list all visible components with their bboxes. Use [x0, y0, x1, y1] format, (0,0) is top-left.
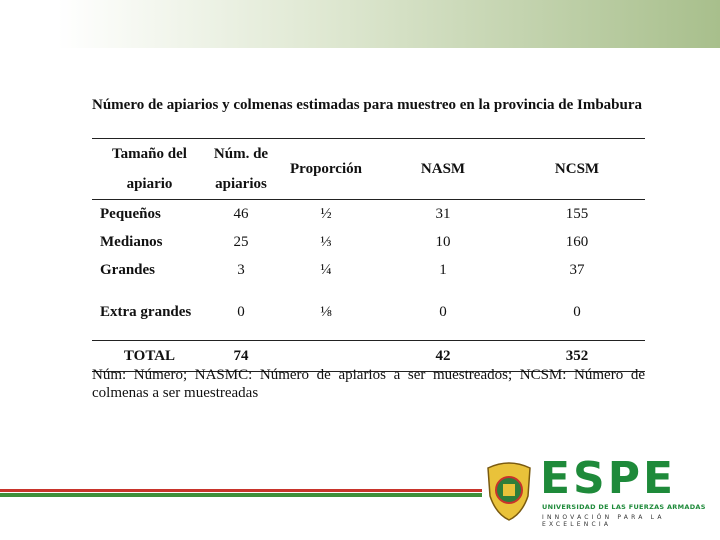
table-cell: Medianos: [100, 234, 163, 250]
table-cell: 0: [237, 304, 245, 320]
header-cell: Tamaño del apiario: [112, 146, 187, 192]
header-cell: NCSM: [554, 161, 600, 177]
total-cell: 352: [565, 348, 589, 364]
header-cell: Núm. de apiarios: [213, 146, 269, 192]
logo-subtitle: UNIVERSIDAD DE LAS FUERZAS ARMADAS: [542, 503, 706, 511]
logo-name: ESPE: [540, 453, 677, 504]
table-cell: 1: [439, 262, 447, 278]
total-cell: 42: [435, 348, 451, 364]
logo-motto: INNOVACIÓN PARA LA EXCELENCIA: [542, 514, 665, 528]
header-band: [0, 0, 720, 48]
table-cell: 3: [237, 262, 245, 278]
data-table: Tamaño del apiario Núm. de apiarios Propor…: [92, 138, 645, 372]
red-stripe: [0, 489, 482, 492]
table-cell: ⅓: [320, 234, 332, 250]
table-cell: 0: [439, 304, 447, 320]
table-cell: Pequeños: [100, 206, 161, 222]
table-note: Núm: Número; NASMC: Número de apiarios a…: [92, 367, 645, 401]
header-row: Tamaño del apiario Núm. de apiarios Propor…: [92, 138, 645, 200]
table-cell: 160: [565, 234, 589, 250]
table-cell: 46: [233, 206, 249, 222]
table-title: Número de apiarios y colmenas estimadas …: [92, 97, 642, 113]
table-row: Grandes 3 ¼ 1 37: [92, 256, 645, 284]
logo-emblem: [487, 462, 531, 521]
table-cell: 10: [435, 234, 451, 250]
table-cell: 31: [435, 206, 451, 222]
table-cell: 155: [565, 206, 589, 222]
table-cell: Grandes: [100, 262, 156, 278]
table-body: Pequeños 46 ½ 31 155 Medianos 25 ⅓ 10 160 Grandes 3…: [92, 200, 645, 372]
table-row: Medianos 25 ⅓ 10 160: [92, 228, 645, 256]
table-cell: ¼: [320, 262, 332, 278]
total-row: TOTAL 74 42 352: [92, 340, 645, 372]
header-cell: Proporción: [290, 161, 362, 177]
total-cell: 74: [233, 348, 249, 364]
table-cell: 25: [233, 234, 249, 250]
table-cell: ½: [320, 206, 332, 222]
table-cell: Extra grandes: [100, 304, 192, 320]
green-stripe: [0, 493, 482, 497]
table-cell: 37: [569, 262, 585, 278]
table-cell: 0: [573, 304, 581, 320]
total-label: TOTAL: [123, 348, 176, 364]
table-row: Extra grandes 0 ⅛ 0 0: [92, 284, 645, 341]
header-cell: NASM: [420, 161, 466, 177]
table-cell: ⅛: [320, 304, 332, 320]
table-row: Pequeños 46 ½ 31 155: [92, 200, 645, 229]
